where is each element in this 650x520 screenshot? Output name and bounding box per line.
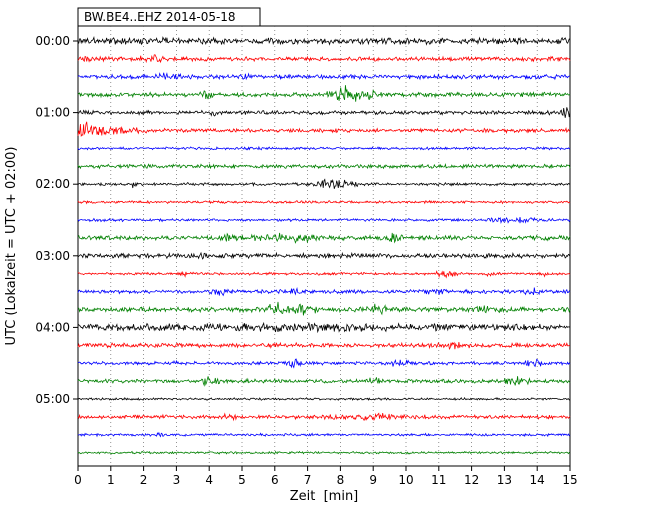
hour-label: 05:00 (35, 392, 70, 406)
seismo-trace-00:15 (77, 54, 571, 64)
seismo-trace-04:45 (77, 376, 571, 387)
seismo-trace-04:30 (77, 358, 571, 369)
x-tick-label: 3 (173, 473, 181, 487)
seismo-trace-02:45 (77, 232, 571, 244)
hour-label: 03:00 (35, 249, 70, 263)
x-tick-label: 1 (107, 473, 115, 487)
chart-title: BW.BE4..EHZ 2014-05-18 (84, 10, 236, 24)
x-tick-label: 4 (205, 473, 213, 487)
x-tick-label: 13 (497, 473, 512, 487)
x-tick-label: 15 (562, 473, 577, 487)
seismo-trace-01:30 (77, 145, 571, 151)
x-tick-label: 5 (238, 473, 246, 487)
hour-label: 01:00 (35, 106, 70, 120)
x-tick-label: 6 (271, 473, 279, 487)
hour-label: 00:00 (35, 34, 70, 48)
seismo-trace-03:15 (77, 270, 571, 279)
seismo-trace-00:30 (77, 72, 571, 81)
x-tick-label: 14 (530, 473, 545, 487)
seismo-trace-05:15 (77, 412, 571, 422)
x-axis-label: Zeit [min] (290, 489, 359, 504)
seismo-trace-01:45 (77, 162, 571, 170)
hour-label: 04:00 (35, 320, 70, 334)
seismo-trace-05:45 (77, 450, 571, 455)
seismo-trace-05:30 (77, 431, 571, 438)
seismo-trace-00:45 (77, 85, 571, 102)
seismo-trace-02:00 (77, 178, 571, 189)
plot-frame (77, 25, 571, 467)
seismo-trace-04:00 (77, 321, 571, 334)
x-tick-label: 10 (398, 473, 413, 487)
seismo-trace-03:00 (77, 251, 571, 260)
y-axis-label: UTC (Lokalzeit = UTC + 02:00) (4, 147, 19, 346)
x-tick-label: 12 (464, 473, 479, 487)
x-tick-label: 8 (337, 473, 345, 487)
x-tick-label: 2 (140, 473, 148, 487)
x-tick-label: 11 (431, 473, 446, 487)
seismo-trace-03:45 (77, 301, 571, 316)
title-box (77, 7, 261, 27)
seismo-trace-00:00 (77, 36, 571, 46)
hour-label: 02:00 (35, 177, 70, 191)
x-tick-label: 9 (369, 473, 377, 487)
seismo-trace-02:15 (77, 199, 571, 205)
x-tick-label: 0 (74, 473, 82, 487)
seismo-trace-04:15 (77, 341, 571, 350)
seismo-trace-03:30 (77, 287, 571, 297)
seismo-trace-02:30 (77, 216, 571, 224)
seismo-trace-01:00 (77, 107, 571, 118)
seismo-trace-05:00 (77, 397, 571, 401)
seismo-trace-01:15 (77, 121, 571, 137)
x-tick-label: 7 (304, 473, 312, 487)
